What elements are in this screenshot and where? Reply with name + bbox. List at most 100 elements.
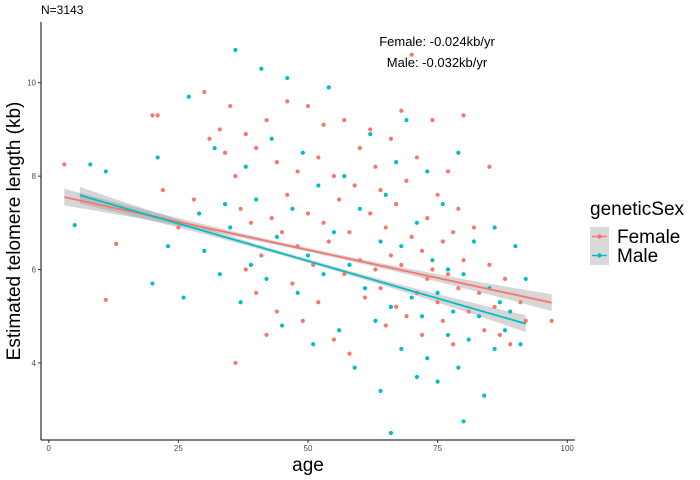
data-point-male: [254, 197, 259, 202]
data-point-male: [321, 272, 326, 277]
y-axis-title: Estimated telomere length (kb): [4, 102, 25, 361]
data-point-male: [471, 239, 477, 244]
data-point-female: [238, 206, 243, 211]
data-point-female: [373, 164, 378, 169]
data-point-female: [383, 225, 388, 230]
data-point-male: [414, 374, 419, 380]
data-point-female: [549, 318, 554, 324]
x-axis-title: age: [292, 455, 324, 476]
data-point-female: [347, 230, 352, 235]
data-point-female: [368, 127, 373, 132]
data-point-male: [445, 332, 451, 338]
data-point-female: [202, 89, 207, 95]
data-point-female: [378, 188, 383, 193]
data-point-female: [207, 136, 212, 141]
data-point-male: [456, 365, 461, 370]
data-point-male: [409, 295, 414, 300]
data-point-male: [445, 267, 451, 272]
data-point-male: [202, 248, 207, 253]
data-point-female: [435, 300, 440, 305]
data-point-female: [316, 300, 321, 305]
data-point-female: [502, 276, 508, 281]
data-point-male: [186, 94, 191, 99]
data-point-male: [259, 66, 264, 71]
data-point-male: [461, 419, 466, 424]
data-point-male: [456, 150, 461, 155]
data-point-female: [321, 220, 326, 225]
data-point-male: [347, 262, 352, 267]
data-point-female: [243, 131, 248, 137]
data-point-male: [326, 85, 331, 90]
data-point-female: [461, 113, 466, 118]
data-point-male: [378, 388, 383, 394]
data-point-male: [492, 225, 497, 230]
data-point-male: [274, 234, 279, 239]
data-point-female: [316, 155, 321, 160]
data-point-female: [440, 318, 445, 324]
data-point-female: [191, 197, 197, 202]
data-point-male: [399, 244, 404, 249]
data-point-female: [326, 239, 331, 244]
data-point-male: [290, 206, 295, 211]
y-tick-label: 6: [32, 266, 37, 275]
data-point-female: [425, 276, 430, 281]
data-point-female: [264, 117, 269, 123]
data-point-male: [425, 356, 430, 361]
data-point-female: [285, 192, 290, 197]
data-point-male: [103, 169, 108, 174]
trend-line-male: [79, 194, 526, 325]
data-point-male: [72, 223, 77, 228]
data-point-female: [342, 117, 347, 123]
data-point-male: [383, 192, 388, 197]
data-point-female: [461, 258, 466, 263]
data-point-female: [254, 146, 259, 151]
x-tick-label: 0: [47, 444, 52, 453]
data-point-female: [248, 220, 254, 225]
data-point-female: [300, 318, 305, 324]
data-point-female: [155, 113, 160, 118]
data-point-male: [150, 281, 155, 286]
data-point-female: [394, 202, 399, 207]
data-point-male: [404, 117, 409, 123]
data-point-female: [269, 216, 274, 221]
data-point-male: [228, 225, 233, 230]
data-point-female: [409, 234, 414, 239]
data-point-female: [409, 52, 414, 57]
data-point-female: [404, 314, 409, 319]
data-point-male: [217, 272, 222, 277]
data-point-female: [466, 309, 471, 314]
data-point-male: [331, 230, 337, 235]
data-point-female: [440, 239, 445, 244]
data-point-male: [279, 323, 285, 328]
data-point-female: [103, 297, 108, 302]
data-points: [62, 47, 554, 436]
data-point-male: [300, 150, 305, 155]
data-point-female: [388, 253, 394, 258]
data-point-male: [513, 244, 518, 249]
data-point-female: [487, 262, 492, 267]
data-point-male: [238, 300, 243, 305]
data-point-female: [331, 174, 337, 179]
data-point-female: [456, 206, 461, 211]
data-point-male: [311, 342, 316, 347]
data-point-male: [435, 290, 440, 295]
data-point-male: [497, 300, 502, 305]
data-point-male: [388, 430, 394, 436]
data-point-male: [316, 183, 321, 188]
legend-dot-female: [597, 234, 602, 239]
data-point-female: [451, 342, 456, 347]
legend-label-female: Female: [617, 227, 680, 248]
data-point-female: [321, 122, 326, 127]
data-point-male: [295, 290, 300, 295]
data-point-male: [419, 314, 425, 319]
data-point-female: [62, 162, 67, 167]
x-tick-label: 75: [433, 444, 442, 453]
data-point-female: [217, 127, 222, 132]
data-point-female: [430, 117, 435, 123]
data-point-male: [342, 174, 347, 179]
data-point-female: [492, 304, 497, 309]
data-point-male: [197, 211, 202, 216]
data-point-female: [279, 230, 285, 235]
data-point-male: [440, 202, 445, 207]
